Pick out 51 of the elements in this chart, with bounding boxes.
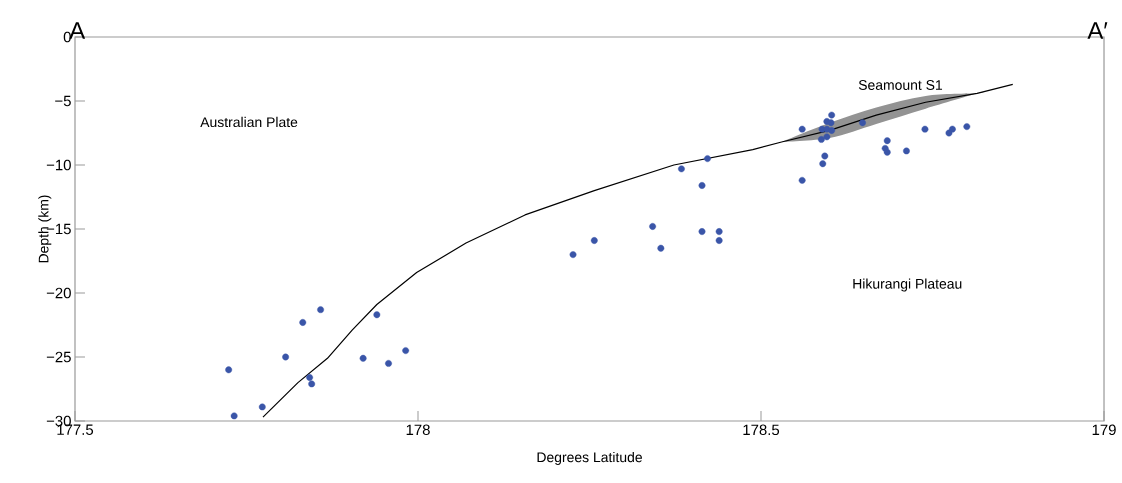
x-axis-title: Degrees Latitude (537, 451, 642, 465)
x-tick-label: 178.5 (743, 424, 780, 436)
point (258, 403, 266, 411)
point (569, 251, 577, 258)
point (715, 228, 723, 235)
point (230, 412, 238, 420)
point (903, 147, 910, 155)
point (317, 306, 324, 314)
annotation: Hikurangi Plateau (853, 278, 962, 292)
point (282, 353, 289, 361)
point (949, 125, 956, 133)
point (798, 176, 806, 184)
point (299, 319, 307, 326)
annotation: A′ (1087, 22, 1108, 39)
point (883, 148, 891, 156)
point (373, 311, 381, 319)
y-tick-label: −25 (46, 351, 71, 363)
point (798, 125, 806, 133)
point (308, 380, 316, 388)
point (678, 165, 685, 173)
y-tick-label: −5 (55, 95, 71, 107)
point (963, 123, 971, 130)
annotation: Australian Plate (200, 116, 298, 128)
point (828, 111, 836, 119)
point (827, 119, 835, 127)
x-tick-label: 178 (406, 424, 430, 436)
point (698, 182, 706, 189)
point (823, 133, 831, 141)
point (385, 360, 392, 367)
point (649, 223, 657, 230)
point (921, 125, 929, 133)
annotation: A (69, 22, 86, 39)
point (859, 119, 866, 127)
point (402, 347, 410, 354)
y-tick-label: 0 (63, 31, 71, 43)
point (698, 228, 706, 235)
point (883, 137, 891, 145)
annotation: Seamount S1 (858, 80, 943, 90)
point (225, 366, 233, 374)
point (819, 160, 827, 168)
point (821, 152, 829, 160)
point (657, 244, 665, 252)
x-tick-label: 179 (1092, 424, 1116, 436)
y-tick-label: −20 (46, 287, 71, 299)
point (715, 237, 723, 244)
point (590, 237, 598, 244)
point (306, 374, 314, 381)
y-tick-label: −10 (46, 159, 71, 171)
point (359, 354, 367, 362)
point (828, 127, 836, 134)
point (704, 155, 711, 162)
